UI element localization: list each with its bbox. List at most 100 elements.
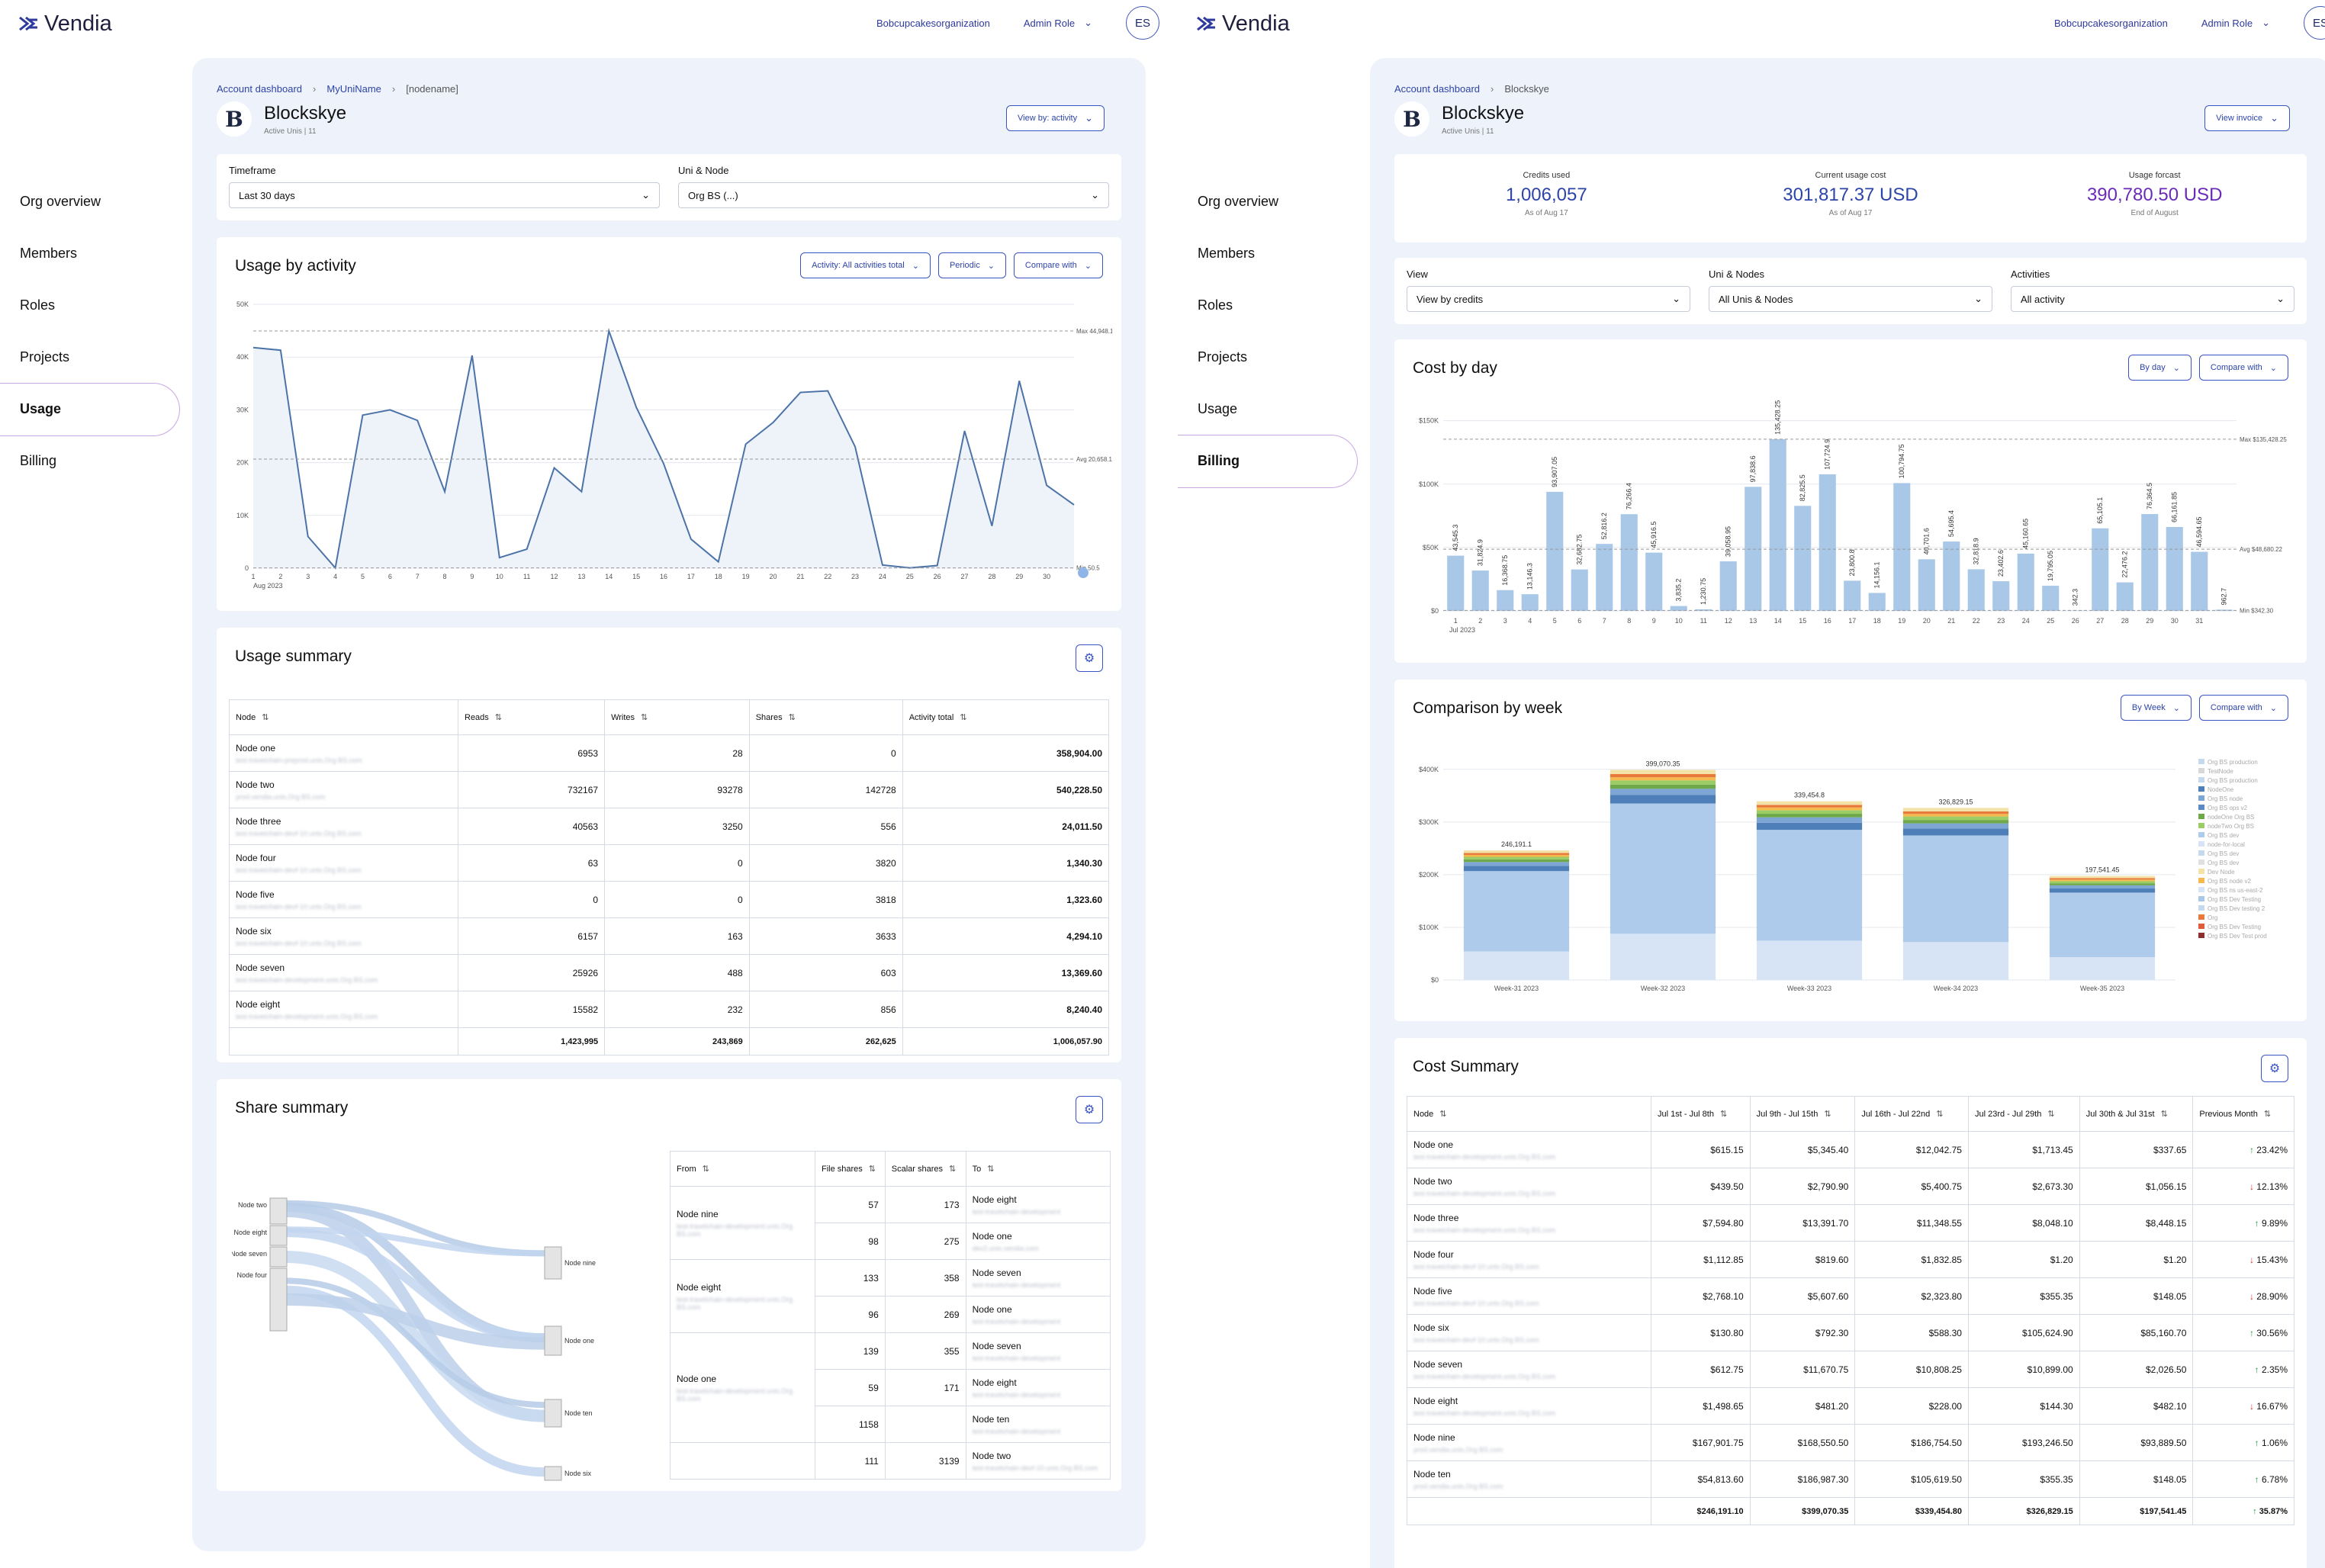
- from-node-name: Node nine: [677, 1208, 719, 1219]
- sort-icon[interactable]: ⇅: [1936, 1110, 1944, 1119]
- sidebar-item-members[interactable]: Members: [1178, 227, 1361, 279]
- column-header-label: Jul 23rd - Jul 29th: [1974, 1110, 2042, 1119]
- legend-label: Org BS production: [2208, 759, 2258, 766]
- filter-group: Activities All activity ⌄: [2011, 268, 2294, 312]
- sort-icon[interactable]: ⇅: [2160, 1110, 2168, 1119]
- view-invoice-button[interactable]: View invoice ⌄: [2204, 105, 2290, 131]
- breadcrumb-account-dashboard[interactable]: Account dashboard: [1394, 82, 1481, 95]
- by-day-button[interactable]: By day ⌄: [2128, 355, 2192, 381]
- column-header[interactable]: Previous Month ⇅: [2192, 1096, 2294, 1132]
- sidebar-item-usage[interactable]: Usage: [0, 383, 183, 436]
- column-header[interactable]: Jul 1st - Jul 8th ⇅: [1651, 1096, 1751, 1132]
- sidebar-item-org-overview[interactable]: Org overview: [1178, 175, 1361, 227]
- sort-icon[interactable]: ⇅: [960, 713, 967, 722]
- file-shares-cell: 139: [815, 1332, 886, 1370]
- column-header[interactable]: Node ⇅: [1407, 1096, 1651, 1132]
- scalar-shares-cell: 355: [884, 1332, 966, 1370]
- cost-cell: $10,899.00: [1967, 1351, 2080, 1388]
- node-subtitle: test-travelchain-devf-10.unis.Org BS.com: [1413, 1299, 1539, 1307]
- previous-month-cell: ↓ 16.67%: [2192, 1387, 2294, 1425]
- sidebar-item-roles[interactable]: Roles: [0, 279, 183, 331]
- vendia-logo[interactable]: Vendia: [18, 11, 112, 37]
- column-header[interactable]: Scalar shares ⇅: [884, 1151, 966, 1187]
- sort-icon[interactable]: ⇅: [1824, 1110, 1831, 1119]
- sidebar-item-projects[interactable]: Projects: [1178, 331, 1361, 383]
- org-name-link[interactable]: Bobcupcakesorganization: [876, 17, 990, 29]
- column-header[interactable]: To ⇅: [965, 1151, 1111, 1187]
- filter-select[interactable]: All Unis & Nodes ⌄: [1709, 286, 1992, 312]
- column-header[interactable]: Activity total ⇅: [902, 699, 1110, 735]
- sort-icon[interactable]: ⇅: [494, 713, 503, 722]
- role-dropdown[interactable]: Admin Role ⌄: [1024, 17, 1092, 29]
- filter-select[interactable]: View by credits ⌄: [1407, 286, 1690, 312]
- sort-icon[interactable]: ⇅: [702, 1165, 709, 1174]
- breadcrumb-uni[interactable]: MyUniName: [326, 82, 381, 95]
- sidebar-item-members[interactable]: Members: [0, 227, 183, 279]
- sort-icon[interactable]: ⇅: [788, 713, 796, 722]
- org-name-link[interactable]: Bobcupcakesorganization: [2054, 17, 2168, 29]
- uni-node-select[interactable]: Org BS (...) ⌄: [678, 182, 1109, 208]
- settings-gear-icon[interactable]: ⚙: [2261, 1055, 2288, 1082]
- sort-icon[interactable]: ⇅: [987, 1165, 995, 1174]
- compare-with-button[interactable]: Compare with ⌄: [2198, 355, 2288, 381]
- total-cell: 243,869: [604, 1027, 750, 1056]
- compare-with-button[interactable]: Compare with ⌄: [2198, 695, 2288, 721]
- cost-cell: $193,246.50: [1967, 1424, 2080, 1461]
- x-tick-label: 18: [1873, 617, 1881, 625]
- chevron-down-icon: ⌄: [912, 261, 919, 271]
- view-by-button[interactable]: View by: activity ⌄: [1006, 105, 1105, 131]
- page-subtitle: Active Unis | 11: [1442, 127, 1494, 136]
- sidebar-item-roles[interactable]: Roles: [1178, 279, 1361, 331]
- column-header[interactable]: Writes ⇅: [604, 699, 750, 735]
- stacked-bar-segment: [1756, 805, 1863, 808]
- chevron-down-icon: ⌄: [2276, 293, 2285, 304]
- sort-icon[interactable]: ⇅: [868, 1165, 876, 1174]
- compare-with-button[interactable]: Compare with ⌄: [1013, 252, 1103, 278]
- vendia-logo[interactable]: Vendia: [1196, 11, 1290, 37]
- settings-gear-icon[interactable]: ⚙: [1076, 644, 1103, 672]
- total-cell: $326,829.15: [1967, 1497, 2080, 1525]
- by-week-button[interactable]: By Week ⌄: [2120, 695, 2192, 721]
- column-header[interactable]: Jul 16th - Jul 22nd ⇅: [1854, 1096, 1969, 1132]
- timeframe-select[interactable]: Last 30 days ⌄: [229, 182, 660, 208]
- sidebar-item-billing[interactable]: Billing: [1178, 435, 1361, 488]
- sort-icon[interactable]: ⇅: [1719, 1110, 1728, 1119]
- sidebar-item-projects[interactable]: Projects: [0, 331, 183, 383]
- sort-icon[interactable]: ⇅: [641, 713, 648, 722]
- avatar[interactable]: ES: [2304, 6, 2325, 40]
- kpi-note: As of Aug 17: [1524, 209, 1568, 217]
- column-header[interactable]: Reads ⇅: [457, 699, 606, 735]
- total-value: $339,454.80: [1915, 1506, 1962, 1516]
- y-tick-label: 50K: [236, 300, 249, 308]
- column-header[interactable]: File shares ⇅: [815, 1151, 886, 1187]
- bar: [1868, 593, 1886, 611]
- sort-icon[interactable]: ⇅: [1439, 1110, 1447, 1119]
- to-node-name: Node seven: [972, 1340, 1021, 1351]
- sankey-target-label: Node six: [564, 1470, 592, 1477]
- column-header[interactable]: Shares ⇅: [748, 699, 903, 735]
- avatar[interactable]: ES: [1126, 6, 1159, 40]
- bar-value-label: 76,266.4: [1626, 483, 1633, 509]
- bar-value-label: 93,907.05: [1551, 457, 1558, 487]
- periodic-button[interactable]: Periodic ⌄: [937, 252, 1006, 278]
- sidebar-item-org-overview[interactable]: Org overview: [0, 175, 183, 227]
- table-row: Node ten prod.vendia.unis.Org BS.com $54,8…: [1407, 1460, 2294, 1498]
- column-header[interactable]: Jul 23rd - Jul 29th ⇅: [1967, 1096, 2080, 1132]
- breadcrumb-account-dashboard[interactable]: Account dashboard: [217, 82, 303, 95]
- sort-icon[interactable]: ⇅: [2047, 1110, 2055, 1119]
- role-dropdown[interactable]: Admin Role ⌄: [2201, 17, 2270, 29]
- sidebar-item-billing[interactable]: Billing: [0, 435, 183, 487]
- percent-change: 15.43%: [2256, 1254, 2288, 1265]
- activity-filter-button[interactable]: Activity: All activities total ⌄: [800, 252, 931, 278]
- settings-gear-icon[interactable]: ⚙: [1076, 1096, 1103, 1123]
- sort-icon[interactable]: ⇅: [2263, 1110, 2272, 1119]
- sort-icon[interactable]: ⇅: [262, 713, 269, 722]
- sort-icon[interactable]: ⇅: [949, 1165, 957, 1174]
- sidebar-item-usage[interactable]: Usage: [1178, 383, 1361, 435]
- column-header[interactable]: From ⇅: [670, 1151, 815, 1187]
- filter-select[interactable]: All activity ⌄: [2011, 286, 2294, 312]
- column-header[interactable]: Node ⇅: [229, 699, 458, 735]
- sidebar-item-label: Roles: [20, 297, 56, 313]
- column-header[interactable]: Jul 30th & Jul 31st ⇅: [2079, 1096, 2194, 1132]
- column-header[interactable]: Jul 9th - Jul 15th ⇅: [1749, 1096, 1856, 1132]
